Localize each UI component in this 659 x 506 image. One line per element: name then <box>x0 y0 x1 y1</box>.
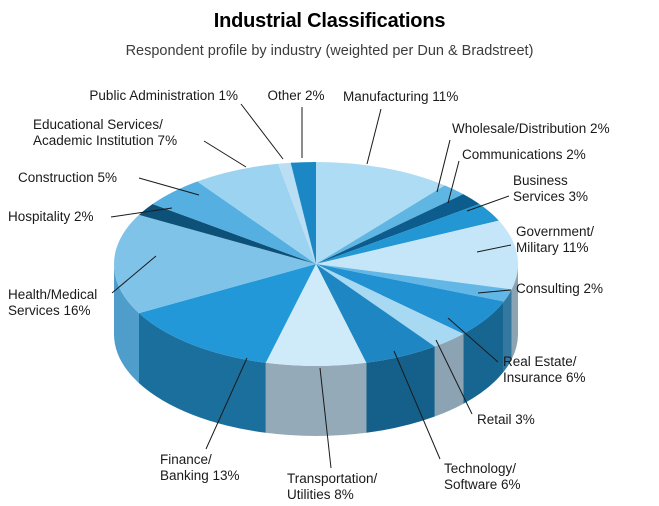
pie-segment-other <box>290 161 316 264</box>
leader-line-consulting <box>477 289 512 294</box>
leader-line-technology-software <box>393 350 441 460</box>
segment-label-finance-banking: Finance/Banking 13% <box>160 452 240 483</box>
leader-line-finance-banking <box>205 357 248 450</box>
leader-line-construction <box>138 177 200 196</box>
pie-side-retail <box>434 333 464 417</box>
pie-segment-real-estate-insurance <box>316 264 504 334</box>
segment-label-business-services: Business Services 3% <box>513 173 589 204</box>
pie-side-health-medical-services <box>114 264 139 384</box>
leader-line-business-services <box>466 195 510 212</box>
leader-line-transportation-utilities <box>319 367 332 469</box>
pie-side-real-estate-insurance <box>463 301 504 404</box>
segment-label-public-administration: Public Administration 1% <box>89 88 238 103</box>
leader-line-government-military <box>476 244 512 253</box>
segment-label-communications: Communications 2% <box>462 147 586 162</box>
chart-title: Industrial Classifications <box>213 10 446 32</box>
segment-label-retail: Retail 3% <box>477 412 535 427</box>
pie-side-transportation-utilities <box>265 362 367 437</box>
pie-side-technology-software <box>366 346 435 433</box>
pie-segment-construction <box>152 181 316 264</box>
pie-segment-educational-services-academic-institution <box>197 163 316 264</box>
segment-label-other: Other 2% <box>267 88 325 103</box>
segment-label-technology-software: Technology/Software 6% <box>444 461 521 492</box>
pie-segment-public-administration <box>278 162 316 264</box>
segment-label-hospitality: Hospitality 2% <box>8 209 94 224</box>
leader-line-hospitality <box>110 207 173 218</box>
pie-segment-health-medical-services <box>114 214 316 314</box>
leader-line-public-administration <box>240 103 284 160</box>
leader-line-retail <box>435 339 473 415</box>
segment-label-educational-services-academic-institution: Educational Services/Academic Institutio… <box>33 117 178 148</box>
segment-label-wholesale-distribution: Wholesale/Distribution 2% <box>452 121 610 136</box>
segment-label-construction: Construction 5% <box>18 170 118 185</box>
segment-label-consulting: Consulting 2% <box>516 281 604 296</box>
pie-segment-government-military <box>316 220 519 290</box>
pie-segment-wholesale-distribution <box>316 185 464 264</box>
pie-side-finance-banking <box>138 313 266 433</box>
leader-line-wholesale-distribution <box>436 139 451 193</box>
pie-segment-business-services <box>316 204 499 264</box>
leader-line-manufacturing <box>366 108 382 165</box>
leader-line-real-estate-insurance <box>447 317 499 363</box>
pie-segment-finance-banking <box>138 264 316 363</box>
pie-segment-consulting <box>316 264 512 302</box>
pie-segment-retail <box>316 264 464 347</box>
pie-side-government-military <box>511 264 518 360</box>
pie-segment-communications <box>316 194 480 264</box>
segment-label-health-medical-services: Health/Medical Services 16% <box>8 287 98 318</box>
segment-label-government-military: Government/Military 11% <box>516 224 595 255</box>
leader-line-health-medical-services <box>111 255 157 294</box>
leader-line-educational-services-academic-institution <box>203 140 247 168</box>
segment-label-manufacturing: Manufacturing 11% <box>343 89 459 104</box>
pie-side-consulting <box>503 289 512 372</box>
pie-segment-transportation-utilities <box>265 264 367 367</box>
leader-line-communications <box>447 160 460 204</box>
pie-segment-hospitality <box>138 204 316 264</box>
chart-subtitle: Respondent profile by industry (weighted… <box>125 43 534 59</box>
segment-label-transportation-utilities: Transportation/Utilities 8% <box>287 471 378 502</box>
pie-segment-manufacturing <box>316 162 445 264</box>
segment-label-real-estate-insurance: Real Estate/Insurance 6% <box>503 354 586 385</box>
pie-segment-technology-software <box>316 264 435 363</box>
